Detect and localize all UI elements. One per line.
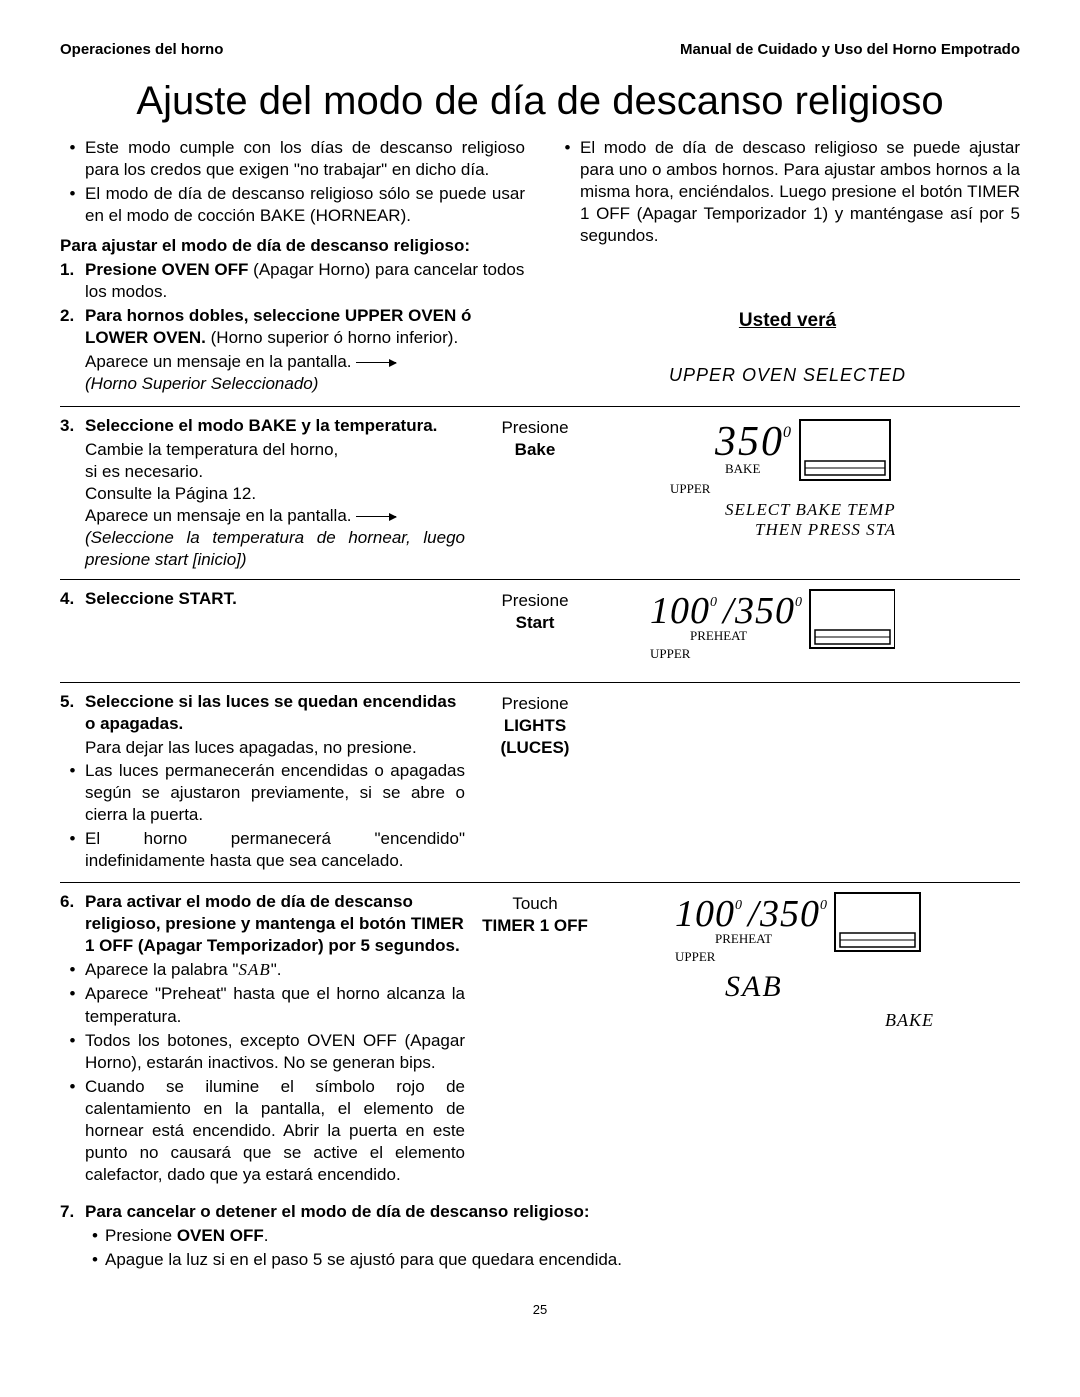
svg-text:SAB: SAB — [725, 970, 783, 1003]
svg-text:350: 350 — [759, 893, 820, 935]
step7-bold: Para cancelar o detener el modo de día d… — [85, 1201, 1020, 1223]
header-left: Operaciones del horno — [60, 40, 223, 60]
step2-italic: (Horno Superior Seleccionado) — [60, 373, 525, 395]
step4-bold: Seleccione START. — [85, 588, 465, 610]
oven-display-preheat: 100 0 / 350 0 PREHEAT UPPER — [595, 588, 895, 668]
svg-text:0: 0 — [783, 424, 791, 441]
svg-text:0: 0 — [710, 595, 717, 610]
svg-text:PREHEAT: PREHEAT — [715, 931, 772, 946]
svg-text:350: 350 — [714, 419, 784, 465]
step-6: 6.Para activar el modo de día de descans… — [60, 882, 1020, 1196]
svg-text:THEN PRESS START: THEN PRESS START — [755, 520, 895, 539]
step2-text: Para hornos dobles, seleccione UPPER OVE… — [85, 305, 525, 349]
step-3: 3.Seleccione el modo BAKE y la temperatu… — [60, 406, 1020, 580]
step3-display: 350 0 BAKE UPPER SELECT BAKE TEMPERATURE… — [595, 415, 1020, 572]
arrow-icon — [356, 516, 396, 517]
svg-text:UPPER: UPPER — [670, 481, 711, 496]
svg-text:0: 0 — [795, 595, 802, 610]
header-right: Manual de Cuidado y Uso del Horno Empotr… — [680, 40, 1020, 60]
para-ajustar-heading: Para ajustar el modo de día de descanso … — [60, 235, 525, 257]
svg-text:SELECT BAKE TEMPERATURE: SELECT BAKE TEMPERATURE — [725, 500, 895, 519]
step-4: 4.Seleccione START. Presione Start 100 0… — [60, 579, 1020, 682]
step5-bold: Seleccione si las luces se quedan encend… — [85, 691, 465, 735]
intro-columns: •Este modo cumple con los días de descan… — [60, 137, 1020, 396]
intro-left-1: Este modo cumple con los días de descans… — [85, 137, 525, 181]
intro-right-1: El modo de día de descaso religioso se p… — [580, 137, 1020, 247]
oven-display-bake: 350 0 BAKE UPPER SELECT BAKE TEMPERATURE… — [595, 415, 895, 545]
svg-text:100: 100 — [650, 590, 710, 632]
display-upper-oven: UPPER OVEN SELECTED — [555, 364, 1020, 387]
svg-text:BAKE: BAKE — [885, 1010, 934, 1030]
step6-display: 100 0 / 350 0 PREHEAT UPPER SAB BAKE — [595, 891, 1020, 1188]
intro-right: •El modo de día de descaso religioso se … — [555, 137, 1020, 396]
step1-text: Presione OVEN OFF (Apagar Horno) para ca… — [85, 259, 525, 303]
step2-msg: Aparece un mensaje en la pantalla. — [60, 351, 525, 373]
header: Operaciones del horno Manual de Cuidado … — [60, 40, 1020, 60]
svg-text:100: 100 — [675, 893, 735, 935]
step3-button-col: Presione Bake — [475, 415, 595, 572]
step6-bold: Para activar el modo de día de descanso … — [85, 891, 465, 957]
svg-text:UPPER: UPPER — [650, 646, 691, 661]
step5-button-col: Presione LIGHTS (LUCES) — [475, 691, 595, 874]
intro-left: •Este modo cumple con los días de descan… — [60, 137, 525, 396]
arrow-icon — [356, 362, 396, 363]
usted-vera-heading: Usted verá — [555, 309, 1020, 334]
step6-button-col: Touch TIMER 1 OFF — [475, 891, 595, 1188]
svg-text:BAKE: BAKE — [725, 461, 760, 476]
svg-text:350: 350 — [734, 590, 795, 632]
step-5: 5.Seleccione si las luces se quedan ence… — [60, 682, 1020, 882]
step-7: 7.Para cancelar o detener el modo de día… — [60, 1196, 1020, 1271]
step4-display: 100 0 / 350 0 PREHEAT UPPER — [595, 588, 1020, 674]
intro-left-2: El modo de día de descanso religioso sól… — [85, 183, 525, 227]
page-title: Ajuste del modo de día de descanso relig… — [60, 75, 1020, 127]
page-number: 25 — [60, 1302, 1020, 1319]
svg-text:0: 0 — [820, 898, 827, 913]
step3-italic: (Seleccione la temperatura de hornear, l… — [60, 527, 465, 571]
step3-bold: Seleccione el modo BAKE y la temperatura… — [85, 415, 465, 437]
step4-button-col: Presione Start — [475, 588, 595, 674]
oven-display-sab: 100 0 / 350 0 PREHEAT UPPER SAB BAKE — [595, 891, 935, 1041]
svg-text:0: 0 — [735, 898, 742, 913]
svg-text:UPPER: UPPER — [675, 949, 716, 964]
svg-text:PREHEAT: PREHEAT — [690, 628, 747, 643]
